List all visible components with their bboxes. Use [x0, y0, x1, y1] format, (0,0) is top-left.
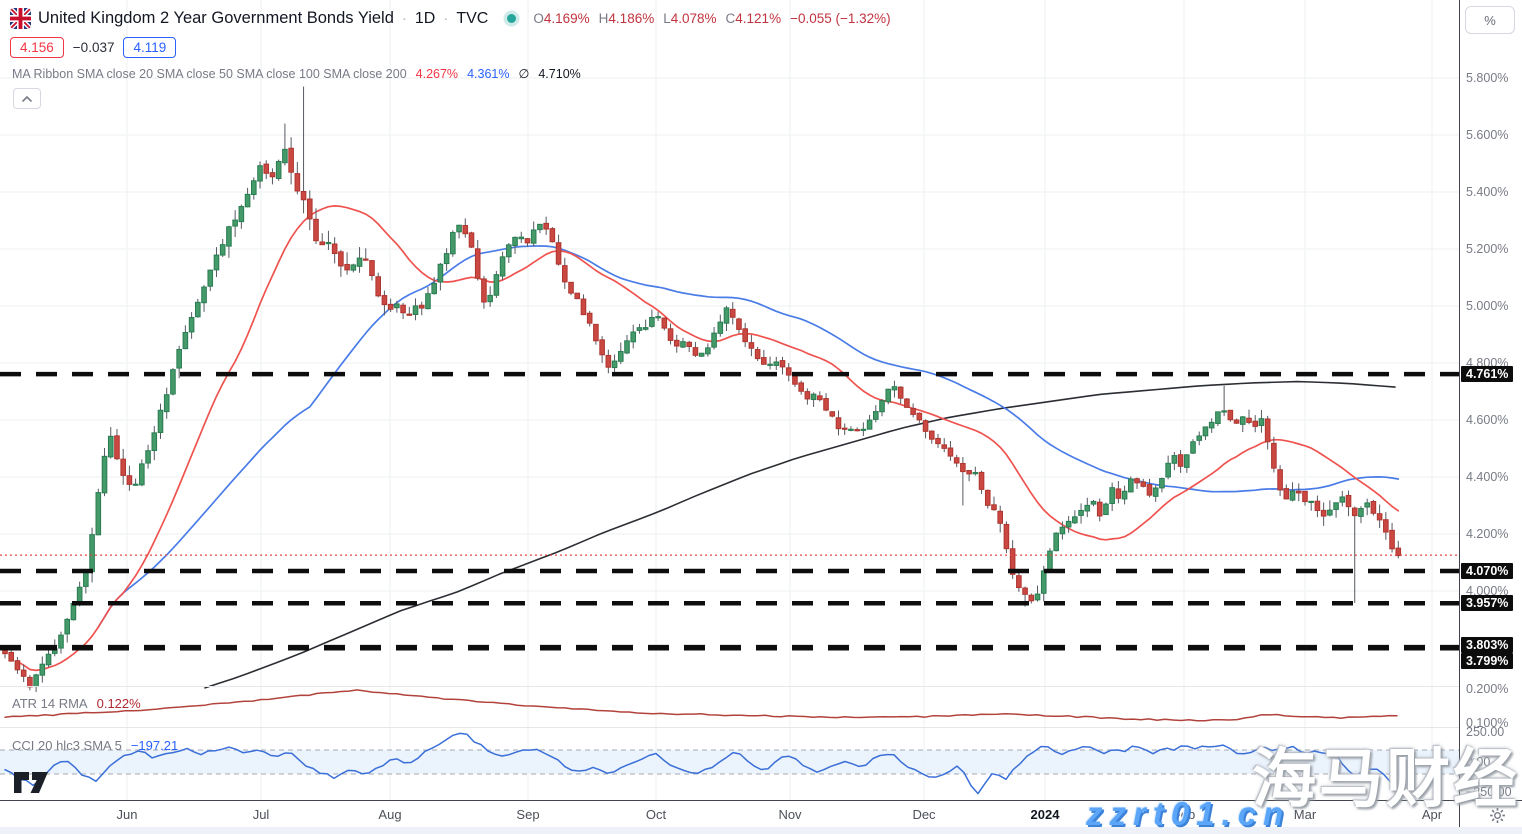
atr-value: 0.122%: [96, 696, 141, 711]
cci-indicator-legend[interactable]: CCI 20 hlc3 SMA 5 −197.21: [12, 738, 178, 753]
time-axis-label: 2024: [1030, 807, 1060, 822]
price-line-label: 3.803%: [1461, 637, 1514, 653]
price-axis-label: 5.800%: [1466, 71, 1509, 85]
time-axis-label: Feb: [1172, 807, 1196, 822]
cci-axis-label: 250.00: [1466, 725, 1505, 739]
axis-corner-divider: [1459, 800, 1461, 827]
ma-ribbon-label: MA Ribbon SMA close 20 SMA close 50 SMA …: [12, 66, 407, 81]
price-axis-label: 5.600%: [1466, 128, 1509, 142]
cci-axis-label: −250.00: [1466, 785, 1512, 799]
price-axis-label: 4.400%: [1466, 470, 1509, 484]
chart-header: United Kingdom 2 Year Government Bonds Y…: [10, 8, 891, 29]
price-axis-label: 4.600%: [1466, 413, 1509, 427]
price-axis[interactable]: % 5.800% 5.600% 5.400% 5.200% 5.000% 4.800% 4.…: [1460, 0, 1522, 827]
time-axis-label: Jun: [116, 807, 138, 822]
time-axis-label: Mar: [1293, 807, 1317, 822]
atr-indicator-legend[interactable]: ATR 14 RMA 0.122%: [12, 696, 141, 711]
sma50-value: 4.361%: [467, 66, 510, 81]
exchange-label: TVC: [456, 9, 489, 27]
uk-flag-icon: [10, 8, 31, 29]
price-axis-label: 4.000%: [1466, 584, 1509, 598]
ma-ribbon-legend[interactable]: MA Ribbon SMA close 20 SMA close 50 SMA …: [12, 66, 581, 82]
watermark-domain: zzrt01.cn: [1086, 795, 1291, 832]
title-separator: ·: [443, 10, 449, 27]
red-price-badge[interactable]: 4.156: [10, 37, 64, 58]
sma100-value: ∅: [518, 67, 530, 81]
time-axis[interactable]: Jun Jul Aug Sep Oct Nov Dec 2024 Feb Mar Apr: [0, 800, 1522, 828]
sma200-value: 4.710%: [538, 66, 581, 81]
atr-axis-label: 0.200%: [1466, 682, 1509, 696]
chart-settings-button[interactable]: [1486, 805, 1508, 825]
sma20-value: 4.267%: [415, 66, 459, 81]
badge-difference: −0.037: [72, 40, 115, 55]
price-line-badges: 4.156 −0.037 4.119: [10, 37, 177, 58]
price-axis-label: 5.200%: [1466, 242, 1509, 256]
time-axis-label: Sep: [516, 807, 540, 822]
price-line-label: 3.957%: [1461, 595, 1514, 611]
blue-price-badge[interactable]: 4.119: [123, 37, 177, 58]
watermark-brand: 海马财经: [1252, 743, 1520, 815]
bottom-edge-strip: [0, 827, 1522, 834]
atr-label: ATR 14 RMA: [12, 696, 88, 711]
price-axis-label: 5.400%: [1466, 185, 1509, 199]
price-line-label: 4.070%: [1461, 563, 1514, 579]
market-status-dot-icon[interactable]: [507, 14, 517, 23]
time-axis-label: Dec: [912, 807, 936, 822]
daily-change: −0.055 (−1.32%): [790, 11, 891, 26]
price-axis-label: 4.200%: [1466, 527, 1509, 541]
time-axis-label: Apr: [1421, 807, 1443, 822]
ohlc-readout: O4.169% H4.186% L4.078% C4.121% −0.055 (…: [533, 11, 891, 26]
price-line-label: 4.761%: [1461, 366, 1514, 382]
price-axis-label: 5.000%: [1466, 299, 1509, 313]
price-unit-button[interactable]: %: [1465, 6, 1515, 34]
collapse-indicators-button[interactable]: [13, 88, 41, 109]
time-axis-label: Jul: [252, 807, 270, 822]
price-line-label: 3.799%: [1461, 653, 1514, 669]
tradingview-logo[interactable]: [13, 771, 49, 799]
cci-axis-label: 0.00: [1466, 755, 1491, 769]
atr-axis-label: 0.100%: [1466, 716, 1509, 730]
gear-icon: [1489, 807, 1505, 823]
time-axis-label: Aug: [378, 807, 402, 822]
time-axis-label: Oct: [645, 807, 667, 822]
time-axis-label: Nov: [778, 807, 802, 822]
cci-value: −197.21: [130, 738, 179, 753]
cci-label: CCI 20 hlc3 SMA 5: [12, 738, 122, 753]
symbol-title[interactable]: United Kingdom 2 Year Government Bonds Y…: [38, 9, 394, 27]
interval-label[interactable]: 1D: [414, 9, 436, 27]
chevron-up-icon: [22, 95, 32, 102]
title-separator: ·: [401, 10, 407, 27]
